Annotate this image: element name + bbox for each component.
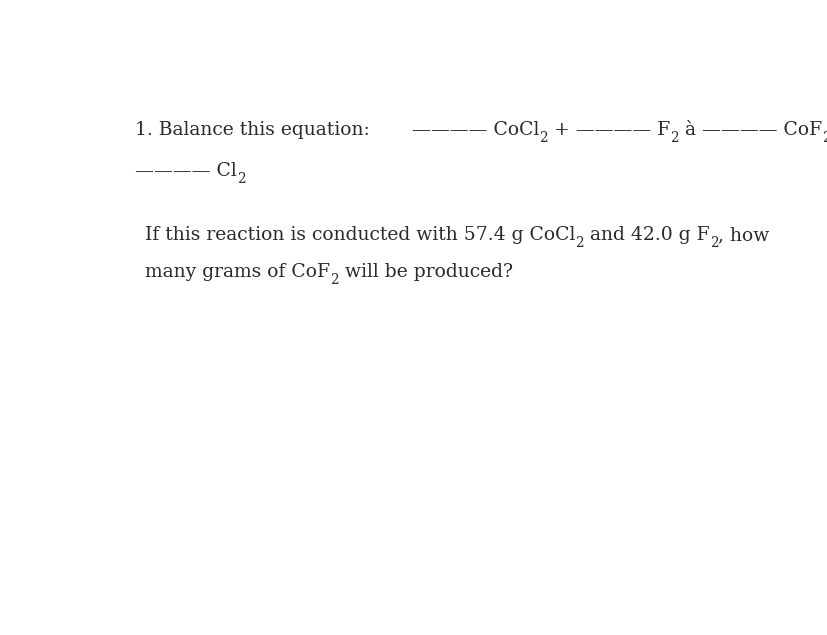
Text: 2: 2	[671, 131, 679, 145]
Text: 2: 2	[576, 236, 584, 250]
Text: 2: 2	[539, 131, 548, 145]
Text: 2: 2	[330, 272, 339, 286]
Text: and 42.0 g F: and 42.0 g F	[584, 226, 710, 244]
Text: 2: 2	[237, 172, 246, 186]
Text: If this reaction is conducted with 57.4 g CoCl: If this reaction is conducted with 57.4 …	[145, 226, 576, 244]
Text: 2: 2	[822, 131, 827, 145]
Text: à ———— CoF: à ———— CoF	[679, 121, 822, 139]
Text: 2: 2	[710, 236, 719, 250]
Text: , how: , how	[719, 226, 770, 244]
Text: + ———— F: + ———— F	[548, 121, 671, 139]
Text: many grams of CoF: many grams of CoF	[145, 263, 330, 281]
Text: 1. Balance this equation:: 1. Balance this equation:	[136, 121, 370, 139]
Text: will be produced?: will be produced?	[339, 263, 513, 281]
Text: ———— CoCl: ———— CoCl	[370, 121, 539, 139]
Text: ———— Cl: ———— Cl	[136, 163, 237, 180]
